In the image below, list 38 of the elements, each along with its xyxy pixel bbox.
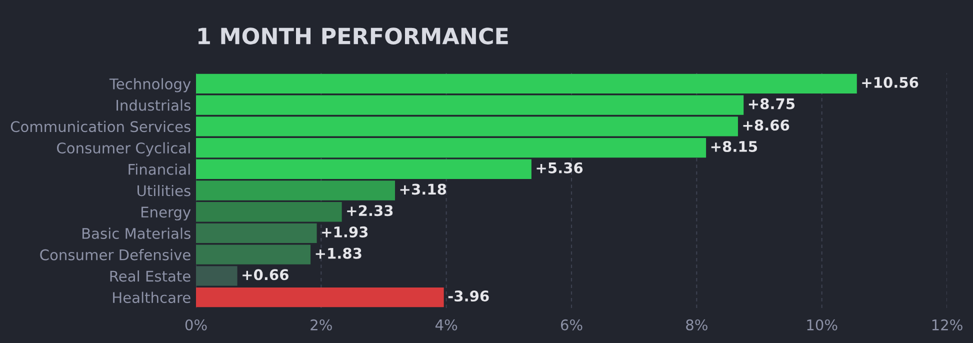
x-tick-label: 8% bbox=[686, 319, 708, 330]
data-label: +2.33 bbox=[347, 205, 393, 216]
y-tick-label: Basic Materials bbox=[82, 228, 190, 239]
data-label: -3.96 bbox=[448, 290, 489, 302]
data-label: +8.66 bbox=[743, 120, 790, 131]
x-tick-label: 6% bbox=[560, 319, 582, 330]
data-label: +0.66 bbox=[242, 269, 288, 280]
bar bbox=[196, 180, 396, 200]
x-tick-label: 12% bbox=[932, 319, 962, 330]
bar bbox=[196, 266, 238, 286]
bar bbox=[196, 159, 532, 179]
data-label: +8.75 bbox=[748, 98, 795, 110]
y-tick-label: Financial bbox=[128, 164, 190, 175]
y-tick-label: Healthcare bbox=[113, 292, 190, 304]
bar bbox=[196, 138, 706, 158]
x-tick-label: 2% bbox=[310, 319, 332, 330]
x-tick-label: 0% bbox=[185, 319, 207, 330]
data-label: +10.56 bbox=[862, 76, 918, 88]
y-tick-label: Real Estate bbox=[110, 270, 190, 282]
data-label: +5.36 bbox=[536, 162, 583, 174]
y-tick-label: Consumer Cyclical bbox=[57, 142, 190, 156]
x-tick-label: 4% bbox=[435, 319, 458, 330]
y-tick-label: Industrials bbox=[116, 100, 190, 111]
bar bbox=[196, 287, 444, 308]
data-label: +8.15 bbox=[711, 140, 757, 152]
x-tick-label: 10% bbox=[807, 319, 838, 330]
chart-title: 1 MONTH PERFORMANCE bbox=[198, 28, 508, 44]
data-label: +3.18 bbox=[400, 184, 446, 195]
y-tick-label: Energy bbox=[142, 206, 191, 220]
data-label: +1.83 bbox=[316, 248, 362, 259]
data-label: +1.93 bbox=[322, 226, 368, 238]
bar bbox=[196, 202, 342, 222]
y-tick-label: Consumer Defensive bbox=[40, 249, 190, 260]
bar bbox=[196, 223, 317, 244]
y-tick-label: Utilities bbox=[138, 184, 190, 196]
y-tick-label: Communication Services bbox=[10, 120, 190, 132]
y-tick-label: Technology bbox=[109, 78, 191, 92]
bar bbox=[196, 244, 311, 264]
